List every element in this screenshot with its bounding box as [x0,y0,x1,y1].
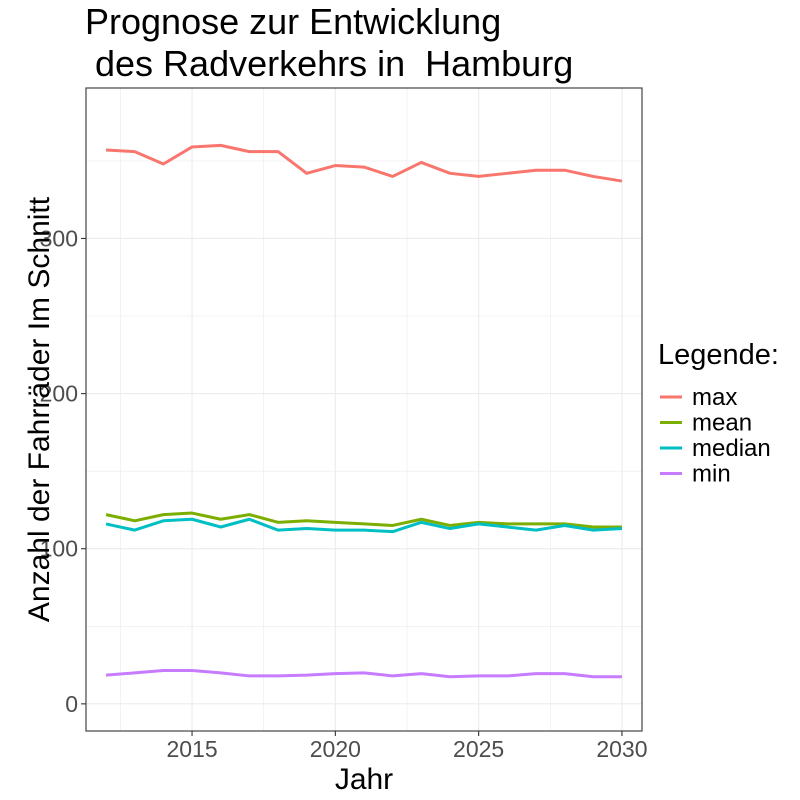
x-tick-label: 2020 [310,736,361,762]
grid-minor [86,88,642,731]
y-axis: 0 100 200 300 [40,225,86,717]
legend-label-mean: mean [692,410,752,437]
y-tick-label: 300 [40,225,78,251]
chart-title-line: Prognose zur Entwicklung [85,1,501,42]
series-line-min [105,669,622,679]
legend-label-median: median [692,435,771,462]
series-line-median [105,517,623,534]
x-axis: 2015 2020 2025 2030 [166,731,648,762]
legend-label-max: max [692,384,737,411]
grid-major [86,88,642,731]
x-axis-label: Jahr [335,763,393,796]
x-tick-label: 2030 [596,736,647,762]
y-tick-label: 100 [40,536,78,562]
series-lines [105,143,623,679]
y-tick-label: 200 [40,381,78,407]
series-line-mean [105,511,622,529]
chart-title-line: des Radverkehrs in Hamburg [85,43,573,84]
x-tick-label: 2025 [453,736,504,762]
y-axis-label: Anzahl der Fahrräder Im Schnitt [23,196,56,622]
legend-label-min: min [692,461,731,488]
legend-title: Legende: [658,339,779,371]
plot-panel-border [85,87,643,732]
y-tick-label: 0 [65,691,78,717]
chart-title: Prognose zur Entwicklung des Radverkehrs… [85,1,573,84]
series-line-max [105,143,623,183]
x-tick-label: 2015 [166,736,217,762]
